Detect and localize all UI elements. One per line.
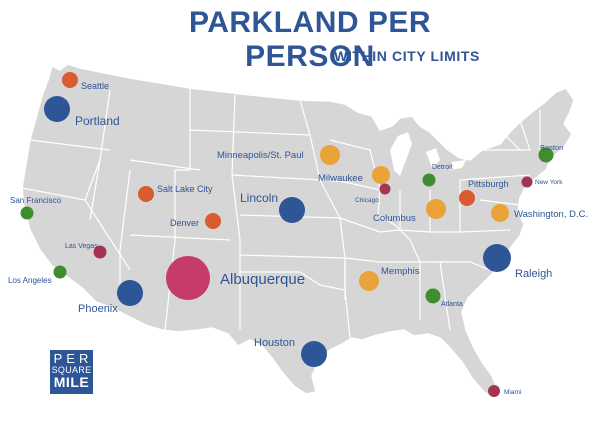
state-borders [21, 88, 541, 339]
label-san-francisco: San Francisco [10, 196, 62, 205]
label-albuquerque: Albuquerque [220, 271, 305, 288]
label-pittsburgh: Pittsburgh [468, 179, 509, 189]
label-seattle: Seattle [81, 81, 109, 91]
marker-san-francisco [20, 206, 34, 220]
per-square-mile-logo: PER SQUARE MILE [50, 350, 93, 394]
marker-minneapolis [320, 145, 340, 165]
logo-line-2: SQUARE [51, 365, 92, 375]
label-memphis: Memphis [381, 266, 420, 277]
city-markers [20, 72, 554, 397]
label-lincoln: Lincoln [240, 191, 278, 205]
logo-line-1: PER [53, 351, 93, 366]
label-new-york: New York [535, 179, 563, 186]
marker-salt-lake-city [138, 186, 154, 202]
label-phoenix: Phoenix [78, 303, 118, 315]
label-salt-lake-city: Salt Lake City [157, 184, 213, 194]
label-houston: Houston [254, 337, 295, 349]
marker-miami [488, 385, 500, 397]
marker-los-angeles [53, 265, 67, 279]
marker-columbus [426, 199, 446, 219]
marker-seattle [62, 72, 78, 88]
marker-las-vegas [93, 245, 107, 259]
marker-lincoln [279, 197, 305, 223]
label-las-vegas: Las Vegas [65, 243, 98, 250]
label-miami: Miami [504, 389, 521, 396]
marker-detroit [422, 173, 436, 187]
marker-pittsburgh [459, 190, 475, 206]
map-subtitle: WITHIN CITY LIMITS [334, 48, 480, 64]
us-landmass [21, 63, 575, 400]
label-denver: Denver [170, 218, 199, 228]
label-detroit: Detroit [432, 164, 453, 171]
label-minneapolis: Minneapolis/St. Paul [217, 150, 304, 161]
marker-albuquerque [166, 256, 210, 300]
marker-phoenix [117, 280, 143, 306]
label-chicago: Chicago [355, 197, 379, 204]
label-raleigh: Raleigh [515, 268, 552, 280]
marker-new-york [521, 176, 533, 188]
marker-chicago [379, 183, 391, 195]
marker-raleigh [483, 244, 511, 272]
label-atlanta: Atlanta [441, 301, 463, 308]
marker-houston [301, 341, 327, 367]
label-los-angeles: Los Angeles [8, 276, 52, 285]
marker-memphis [359, 271, 379, 291]
label-boston: Boston [540, 143, 563, 152]
marker-milwaukee [372, 166, 390, 184]
marker-boston [538, 147, 554, 163]
marker-washington-dc [491, 204, 509, 222]
marker-denver [205, 213, 221, 229]
marker-atlanta [425, 288, 441, 304]
label-milwaukee: Milwaukee [318, 173, 363, 184]
great-lakes [390, 132, 466, 176]
label-portland: Portland [75, 114, 120, 128]
logo-line-3: MILE [53, 374, 90, 390]
marker-portland [44, 96, 70, 122]
map-title: PARKLAND PER PERSON [188, 6, 432, 73]
label-washington-dc: Washington, D.C. [514, 209, 588, 220]
city-labels: Seattle Portland San Francisco Las Vegas… [8, 81, 588, 396]
label-columbus: Columbus [373, 213, 416, 224]
